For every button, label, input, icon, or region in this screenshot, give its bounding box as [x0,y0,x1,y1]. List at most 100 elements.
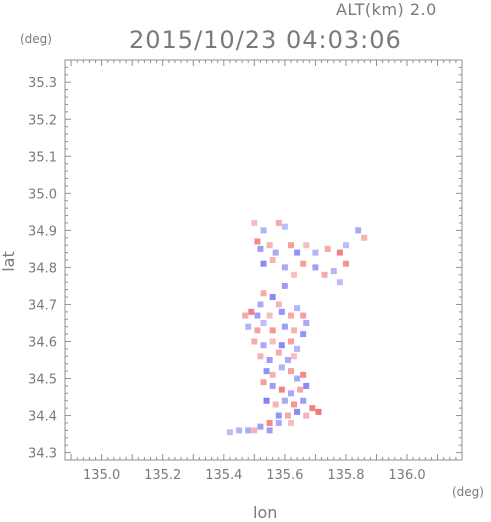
y-tick-label: 35.3 [28,76,57,91]
heatmap-cell [260,227,267,234]
heatmap-cell [312,264,319,271]
heatmap-cell [248,308,255,315]
heatmap-cell [275,219,282,226]
heatmap-cell [291,327,298,334]
y-tick-label: 34.7 [28,298,57,313]
heatmap-cell [254,312,261,319]
heatmap-cell [294,408,301,415]
heatmap-cell [324,245,331,252]
heatmap-cell [300,260,307,267]
heatmap-cell [272,249,279,256]
heatmap-cell [251,338,258,345]
y-tick-label: 35.0 [28,187,57,202]
heatmap-cell [294,345,301,352]
heatmap-cell [242,312,249,319]
heatmap-cell [287,242,294,249]
heatmap-cell [315,408,322,415]
heatmap-cell [254,238,261,245]
heatmap-cell [260,260,267,267]
heatmap-cell [303,412,310,419]
heatmap-cell [278,308,285,315]
heatmap-cell [287,390,294,397]
x-tick-label: 135.6 [266,468,303,483]
heatmap-cell [269,257,276,263]
heatmap-cell [300,312,307,319]
heatmap-cell [275,412,282,419]
heatmap-cell [275,419,282,426]
heatmap-cell [361,234,368,241]
heatmap-cell [266,357,273,363]
heatmap-cell [266,427,273,434]
heatmap-cell [281,223,288,230]
heatmap-cell [291,401,298,408]
heatmap-cell [287,419,294,426]
heatmap-cell [245,427,252,434]
heatmap-cell [266,242,273,249]
heatmap-cell [266,312,273,319]
heatmap-cell [312,249,319,256]
x-tick-label: 135.4 [205,468,242,483]
heatmap-cell [336,249,343,256]
heatmap-cell [260,290,267,297]
heatmap-cell [272,401,279,408]
heatmap-cell [342,242,349,249]
heatmap-cell [263,368,270,375]
heatmap-cell [275,301,282,308]
heatmap-cell [330,268,337,275]
heatmap-cell [266,419,273,426]
heatmap-cell [291,271,298,278]
heatmap-cell [294,305,301,312]
heatmap-cell [263,397,270,404]
heatmap-cell [281,264,288,271]
heatmap-cell [342,260,349,267]
heatmap-cell [278,386,285,393]
y-tick-label: 34.9 [28,224,57,239]
heatmap-cell [236,427,243,434]
heatmap-cell [245,323,252,330]
heatmap-cell [300,371,307,378]
heatmap-cell [284,357,291,363]
altitude-label: ALT(km) 2.0 [336,0,437,19]
chart-title: 2015/10/23 04:03:06 [129,26,402,54]
y-tick-label: 34.5 [28,373,57,388]
heatmap-cell [254,327,261,334]
x-tick-label: 136.0 [388,468,425,483]
heatmap-cell [260,319,267,326]
heatmap-cell [336,279,343,286]
heatmap-cell [260,342,267,349]
heatmap-cell [287,368,294,375]
y-tick-label: 35.2 [28,113,57,128]
heatmap-cell [269,382,276,389]
y-tick-label: 34.8 [28,261,57,276]
heatmap-cell [355,227,362,234]
x-tick-label: 135.2 [144,468,181,483]
heatmap-cell [257,301,264,308]
heatmap-cell [303,242,310,249]
heatmap-cell [300,331,307,338]
heatmap-cell [269,294,276,301]
y-tick-label: 34.4 [28,410,57,425]
heatmap-cell [226,429,233,436]
axis-ticks: 135.0 135.2 135.4 135.6 135.8 136.0 34.3 34.4 34… [28,59,463,483]
heatmap-cell [278,364,285,371]
heatmap-cell [287,338,294,345]
heatmap-cell [281,282,288,289]
y-tick-label: 35.1 [28,150,57,165]
x-tick-label: 135.8 [327,468,364,483]
y-axis-unit: (deg) [20,32,52,46]
y-tick-label: 34.3 [28,447,57,462]
heatmap-cell [269,338,276,345]
heatmap-cell [278,342,285,349]
x-axis-unit: (deg) [452,485,484,499]
heatmap-cell [294,249,301,256]
heatmap-cell [303,382,310,389]
heatmap-cell [291,353,298,360]
heatmap-cell [281,397,288,404]
y-tick-label: 34.6 [28,335,57,350]
heatmap-cell [251,219,258,226]
heatmap-cell [269,327,276,334]
heatmap-cell [257,245,264,252]
heatmap-cell [294,375,301,382]
x-tick-label: 135.0 [83,468,120,483]
